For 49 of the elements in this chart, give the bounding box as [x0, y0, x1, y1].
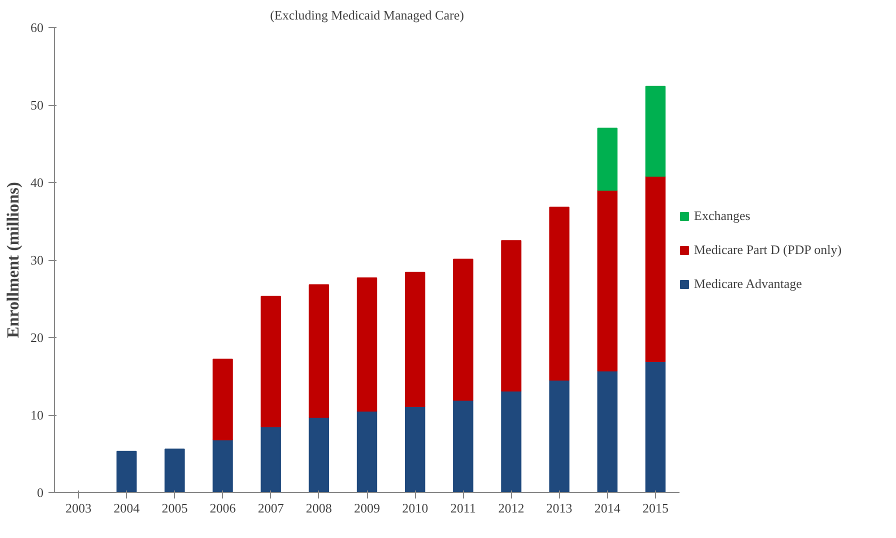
bar	[260, 426, 281, 492]
x-tick-label: 2009	[354, 500, 380, 516]
bar	[116, 450, 137, 492]
x-tick-label: 2007	[258, 500, 284, 516]
bar	[212, 439, 233, 492]
x-tick-label: 2015	[642, 500, 668, 516]
y-tick-label: 30	[30, 252, 44, 268]
bar	[356, 410, 378, 492]
bar	[549, 206, 570, 381]
x-tick-label: 2008	[306, 500, 332, 516]
bar	[164, 448, 185, 492]
x-tick-label: 2010	[402, 500, 428, 516]
bar	[260, 296, 281, 428]
chart-subtitle: (Excluding Medicaid Managed Care)	[270, 8, 464, 22]
x-tick-label: 2011	[450, 500, 476, 516]
bar	[453, 258, 474, 401]
bar	[645, 86, 666, 177]
bar	[549, 380, 570, 492]
bar	[501, 390, 522, 492]
x-tick-label: 2013	[546, 500, 572, 516]
y-tick-label: 10	[30, 408, 44, 422]
bar	[645, 361, 666, 492]
bar	[212, 358, 233, 440]
legend-label: Medicare Part D (PDP only)	[694, 242, 842, 258]
y-tick-label: 20	[30, 330, 44, 345]
bar	[356, 277, 378, 412]
bar	[453, 400, 474, 492]
bar	[308, 416, 330, 492]
x-tick-label: 2003	[66, 500, 92, 516]
bar	[404, 272, 426, 407]
y-tick-label: 0	[37, 485, 44, 500]
y-tick-label: 50	[30, 98, 44, 112]
x-tick-label: 2012	[498, 500, 524, 516]
bar	[645, 176, 666, 362]
bar	[501, 240, 522, 392]
y-axis-title: Enrollment (millions)	[4, 182, 22, 338]
bar	[597, 370, 618, 492]
bar	[404, 406, 426, 492]
legend-label: Medicare Advantage	[694, 276, 802, 292]
bar	[597, 190, 618, 372]
x-tick-label: 2004	[114, 500, 140, 516]
x-tick-label: 2014	[594, 500, 621, 516]
x-tick-label: 2005	[162, 500, 188, 516]
bar	[308, 284, 330, 418]
y-tick-label: 60	[30, 20, 44, 35]
x-tick-label: 2006	[210, 500, 236, 516]
legend-label: Exchanges	[694, 208, 750, 224]
bar	[597, 128, 618, 191]
y-tick-label: 40	[30, 175, 44, 190]
